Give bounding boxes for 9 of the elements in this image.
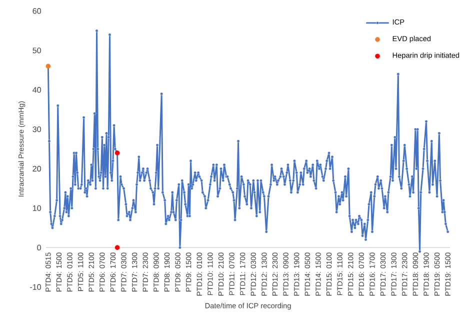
y-tick-label: 60 [32, 8, 41, 14]
y-tick-label: 0 [37, 244, 41, 250]
point [114, 245, 120, 250]
y-tick-label: -10 [30, 284, 41, 290]
y-tick-label: 50 [32, 48, 41, 54]
y-tick-label: 10 [33, 205, 41, 211]
y-tick-label: 30 [32, 126, 41, 132]
y-tick-label: 20 [32, 166, 41, 172]
y-tick-label: 40 [32, 87, 41, 93]
